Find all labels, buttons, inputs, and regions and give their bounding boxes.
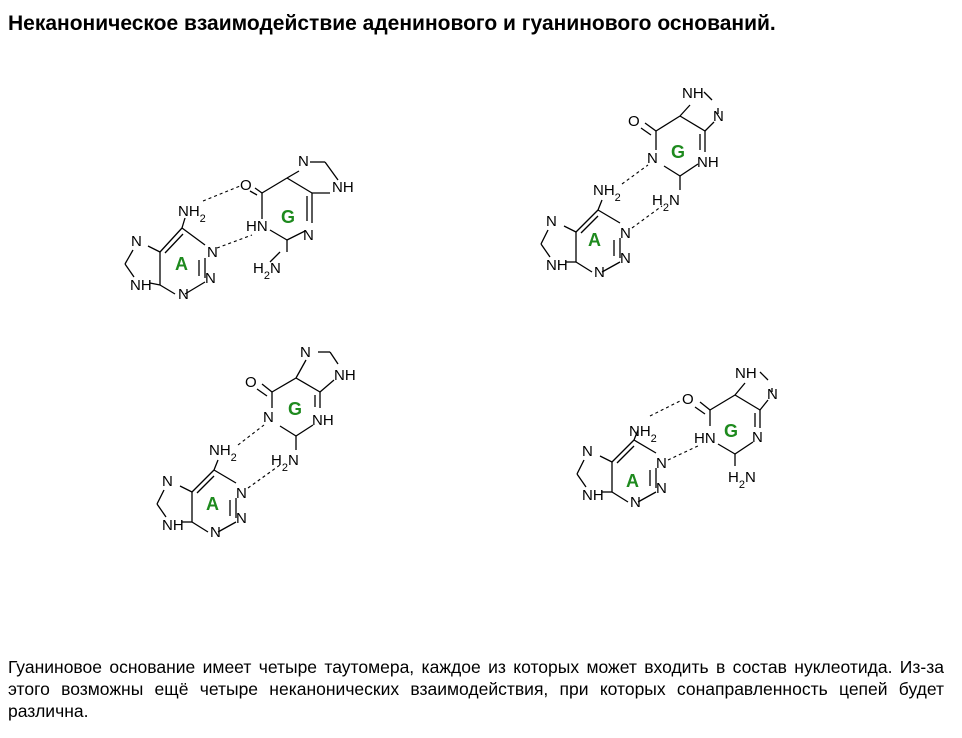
nh-label: NH — [334, 367, 356, 384]
nh-label: NH — [546, 257, 568, 274]
o-label: O — [628, 113, 640, 130]
h2n-label: H2N — [728, 469, 756, 491]
n-label: N — [620, 225, 631, 242]
nh-label: NH — [312, 412, 334, 429]
n-label: N — [210, 524, 221, 541]
o-label: O — [682, 391, 694, 408]
n-label: N — [236, 510, 247, 527]
n-label: N — [594, 264, 605, 281]
n-label: N — [131, 233, 142, 250]
nh-label: NH — [682, 85, 704, 102]
n-label: N — [630, 494, 641, 511]
n-label: N — [303, 227, 314, 244]
n-label: N — [300, 344, 311, 361]
nh2-label: NH2 — [629, 423, 657, 445]
adenine-label: A — [206, 494, 219, 514]
o-label: O — [245, 374, 257, 391]
n-label: N — [263, 409, 274, 426]
nh2-label: NH2 — [209, 442, 237, 464]
nh-label: NH — [130, 277, 152, 294]
adenine-label: A — [626, 471, 639, 491]
pair-2: O N NH H2N NH N NH2 N N NH N N G A — [540, 85, 724, 281]
n-label: N — [546, 213, 557, 230]
adenine-label: A — [588, 230, 601, 250]
n-label: N — [205, 270, 216, 287]
hn-label: HN — [694, 430, 716, 447]
pair-4: O HN N H2N NH N NH2 N N NH N N G A — [576, 365, 778, 511]
guanine-label: G — [288, 399, 302, 419]
n-label: N — [236, 485, 247, 502]
n-label: N — [582, 443, 593, 460]
caption-paragraph: Гуаниновое основание имеет четыре таутом… — [8, 657, 944, 721]
n-label: N — [656, 455, 667, 472]
nh-label: NH — [162, 517, 184, 534]
n-label: N — [162, 473, 173, 490]
nh-label: NH — [582, 487, 604, 504]
pair-1: NH2 N N NH N N O HN H2N N NH N A G — [124, 153, 354, 303]
n-label: N — [767, 386, 778, 403]
h2n-label: H2N — [271, 452, 299, 474]
h2n-label: H2N — [652, 192, 680, 214]
o-label: O — [240, 177, 252, 194]
n-label: N — [620, 250, 631, 267]
adenine-label: A — [175, 254, 188, 274]
guanine-label: G — [724, 421, 738, 441]
n-label: N — [752, 429, 763, 446]
guanine-label: G — [281, 207, 295, 227]
n-label: N — [207, 244, 218, 261]
h2n-label: H2N — [253, 260, 281, 282]
n-label: N — [298, 153, 309, 170]
nh-label: NH — [332, 179, 354, 196]
nh-label: NH — [735, 365, 757, 382]
nh-label: NH — [697, 154, 719, 171]
guanine-label: G — [671, 142, 685, 162]
n-label: N — [656, 480, 667, 497]
nh2-label: NH2 — [593, 182, 621, 204]
n-label: N — [178, 286, 189, 303]
page-title: Неканоническое взаимодействие адениновог… — [8, 12, 776, 35]
hn-label: HN — [246, 218, 268, 235]
n-label: N — [647, 150, 658, 167]
n-label: N — [713, 108, 724, 125]
nh2-label: NH2 — [178, 203, 206, 225]
pair-3: O N NH H2N N NH NH2 N N NH N N G A — [156, 344, 356, 541]
